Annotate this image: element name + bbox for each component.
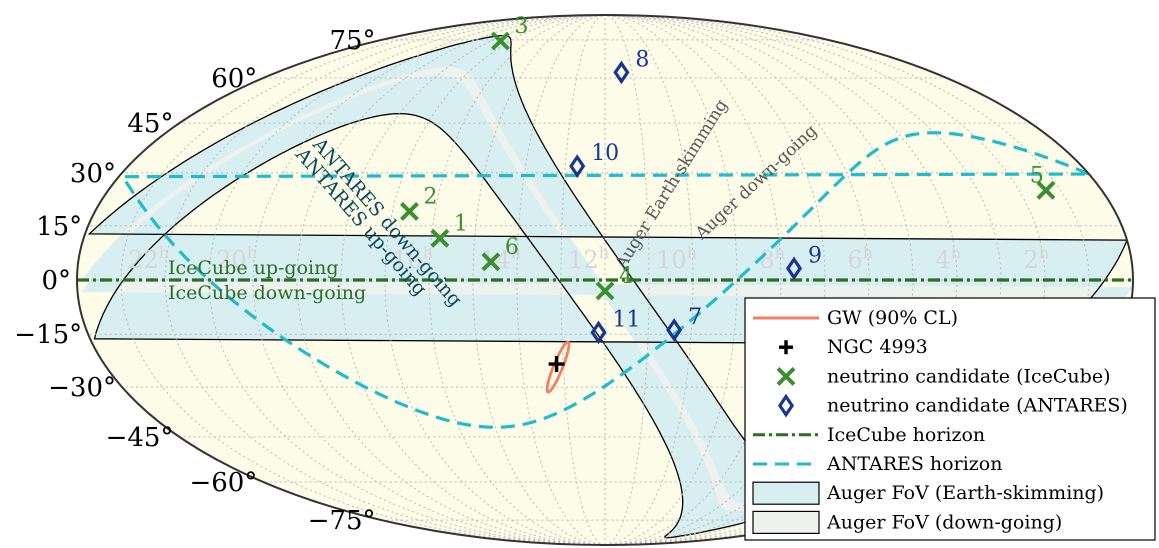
sky-outline [76, 14, 1134, 546]
icecube-candidate-label: 4 [619, 264, 633, 289]
legend-ngc-swatch [779, 340, 793, 355]
ra-tick-label: 6h [847, 243, 873, 274]
ra-gridline [604, 15, 1046, 545]
icecube-upgoing-label: IceCube up-going [168, 257, 339, 279]
antares-candidate-label: 9 [808, 243, 822, 268]
legend-item-antares_pt: neutrino candidate (ANTARES) [777, 393, 1128, 418]
ra-gridline [604, 15, 650, 545]
legend-item-auger_es: Auger FoV (Earth-skimming) [752, 481, 1104, 505]
legend-icecube-swatch [776, 366, 796, 386]
legend-item-ngc: NGC 4993 [779, 336, 928, 358]
legend-antares-swatch [777, 393, 795, 418]
icecube-candidate-marker [491, 31, 510, 51]
dec-tick-label: −30° [48, 373, 116, 403]
legend-item-icecube_pt: neutrino candidate (IceCube) [776, 365, 1110, 387]
icecube-candidate-label: 6 [505, 235, 519, 260]
icecube-candidate-label: 2 [423, 184, 437, 209]
icecube-candidate-marker [595, 281, 615, 301]
antares-horizon-line [119, 131, 1090, 429]
dec-tick-label: −60° [189, 468, 257, 498]
icecube-candidate-marker [400, 202, 419, 221]
ra-gridline [252, 15, 606, 545]
ra-gridline [208, 15, 606, 545]
dec-tick-label: 60° [211, 64, 257, 94]
ra-gridline [516, 15, 606, 545]
legend-auger-es-swatch [752, 481, 820, 505]
ra-gridline [604, 15, 694, 545]
antares-candidate-label: 8 [635, 47, 649, 72]
antares-candidate-marker [785, 256, 803, 281]
ra-gridline [296, 15, 606, 545]
icecube-candidate-marker [481, 252, 501, 272]
antares-candidate-label: 10 [591, 141, 619, 166]
antares-candidate-label: 11 [613, 307, 641, 332]
legend-auger-dg-swatch [752, 510, 820, 534]
legend-item-auger_dg: Auger FoV (down-going) [752, 510, 1062, 534]
legend-label: IceCube horizon [827, 424, 985, 446]
antares-candidate-label: 7 [688, 305, 702, 330]
dec-tick-label: 0° [41, 266, 71, 296]
dec-tick-label: 45° [127, 109, 173, 139]
legend-label: Auger FoV (down-going) [826, 511, 1062, 533]
legend-label: neutrino candidate (ANTARES) [827, 395, 1128, 417]
icecube-candidate-marker [430, 228, 450, 248]
ra-gridline [560, 15, 606, 545]
legend-item-antares_hz: ANTARES horizon [753, 453, 1002, 475]
antares-candidate-marker [613, 60, 630, 85]
ra-tick-label: 10h [656, 243, 697, 274]
icecube-candidate-label: 5 [1030, 163, 1044, 188]
auger-earth-skimming-region-north [81, 35, 1133, 504]
ra-gridline [120, 15, 606, 545]
dec-tick-label: 15° [36, 212, 82, 242]
icecube-candidate-marker [1036, 180, 1056, 200]
dec-tick-label: −45° [106, 423, 174, 453]
legend-label: NGC 4993 [827, 336, 928, 358]
dec-tick-label: −15° [14, 320, 82, 350]
icecube-candidate-label: 3 [514, 14, 528, 39]
dec-tick-label: 30° [70, 159, 116, 189]
legend-label: GW (90% CL) [827, 307, 958, 329]
legend-label: Auger FoV (Earth-skimming) [826, 482, 1104, 504]
legend-label: neutrino candidate (IceCube) [827, 365, 1110, 387]
antares-candidate-marker [569, 154, 586, 178]
legend-item-gw: GW (90% CL) [753, 307, 958, 329]
antares-candidate-marker [666, 318, 683, 342]
antares-candidate-marker [590, 320, 607, 345]
legend-label: ANTARES horizon [826, 453, 1002, 475]
legend-item-icecube_hz: IceCube horizon [753, 424, 985, 446]
ra-gridline [164, 15, 606, 545]
ngc-4993-marker [548, 356, 565, 373]
dec-tick-label: 75° [329, 26, 375, 56]
icecube-downgoing-label: IceCube down-going [168, 282, 366, 304]
dec-tick-label: −75° [308, 506, 376, 536]
icecube-candidate-label: 1 [454, 211, 468, 236]
